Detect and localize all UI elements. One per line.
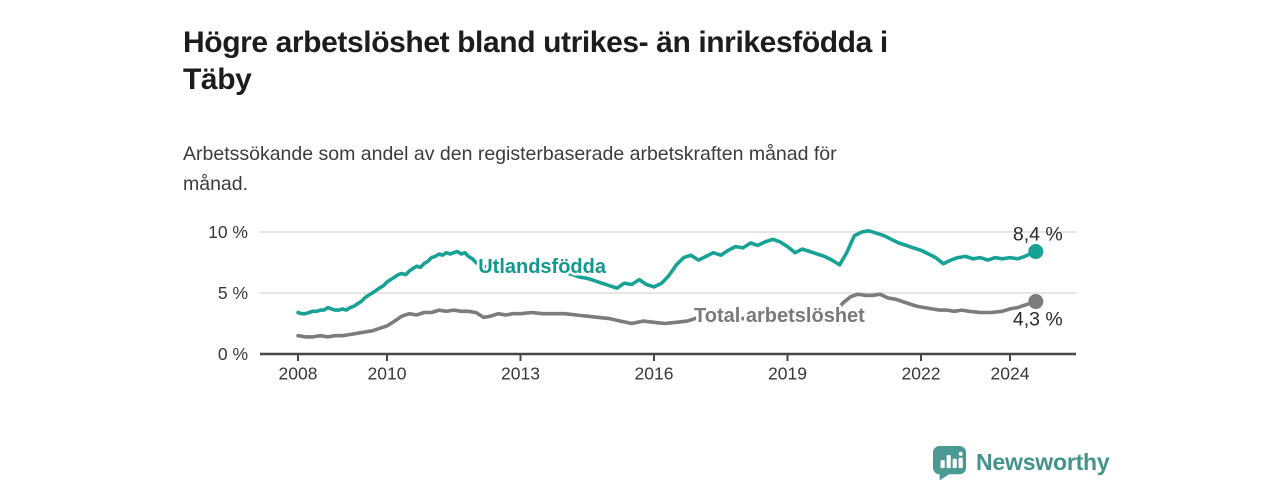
chart-subtitle: Arbetssökande som andel av den registerb… xyxy=(183,139,1063,199)
y-tick-label: 5 % xyxy=(218,283,248,303)
chart-subtitle-line-2: månad. xyxy=(183,172,249,195)
series-label-1: Total arbetslöshet xyxy=(694,305,865,327)
y-tick-label: 0 % xyxy=(218,344,248,364)
chart-subtitle-line-1: Arbetssökande som andel av den registerb… xyxy=(183,142,837,165)
series-label-0: Utlandsfödda xyxy=(478,256,607,278)
page-title-line-1: Högre arbetslöshet bland utrikes- än inr… xyxy=(183,26,888,60)
x-tick-label: 2019 xyxy=(768,364,807,384)
page-title: Högre arbetslöshet bland utrikes- än inr… xyxy=(183,25,1103,99)
bar-chart-speech-bubble-icon xyxy=(933,445,967,480)
chart-svg: 2008 2010 2013 2016 2019 2022 2024 0 % 5 % 10 % Ut… xyxy=(208,222,1076,384)
series-end-value-1: 4,3 % xyxy=(1013,309,1063,331)
series-end-dot-1 xyxy=(1028,294,1044,310)
y-tick-label: 10 % xyxy=(208,222,248,242)
x-tick-label: 2024 xyxy=(991,364,1030,384)
x-tick-label: 2013 xyxy=(501,364,540,384)
x-tick-label: 2016 xyxy=(635,364,674,384)
brand-name: Newsworthy xyxy=(976,449,1110,475)
series-end-dot-0 xyxy=(1028,244,1044,260)
newsworthy-logo: Newsworthy xyxy=(933,445,1110,480)
series-line-1 xyxy=(296,292,1038,339)
x-tick-label: 2010 xyxy=(368,364,407,384)
page-title-line-2: Täby xyxy=(183,62,252,96)
series-line-0 xyxy=(296,228,1038,316)
series-end-value-0: 8,4 % xyxy=(1013,224,1063,246)
line-chart: 2008 2010 2013 2016 2019 2022 2024 0 % 5 % 10 % Ut… xyxy=(190,210,1090,390)
x-tick-label: 2008 xyxy=(279,364,318,384)
x-tick-label: 2022 xyxy=(902,364,941,384)
